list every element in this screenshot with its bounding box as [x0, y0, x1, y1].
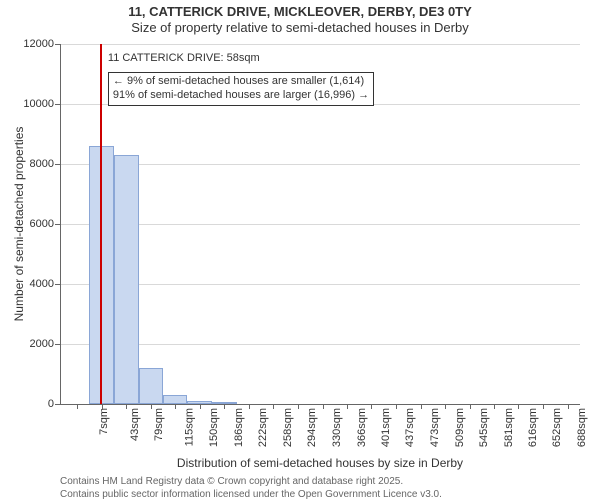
- histogram-bar: [139, 368, 164, 404]
- x-tick-label: 437sqm: [404, 408, 416, 447]
- x-tick-label: 115sqm: [183, 408, 195, 446]
- histogram-bar: [89, 146, 114, 404]
- x-tick-label: 545sqm: [478, 408, 490, 447]
- x-tick-label: 616sqm: [527, 408, 539, 447]
- x-tick-label: 150sqm: [208, 408, 220, 447]
- x-tick-label: 7sqm: [98, 408, 110, 435]
- footer-line1: Contains HM Land Registry data © Crown c…: [60, 476, 442, 489]
- x-tick-label: 366sqm: [356, 408, 368, 447]
- x-tick-label: 509sqm: [454, 408, 466, 447]
- footer-line2: Contains public sector information licen…: [60, 489, 442, 500]
- x-tick-label: 688sqm: [576, 408, 588, 447]
- x-axis-label: Distribution of semi-detached houses by …: [60, 456, 580, 470]
- x-tick-label: 473sqm: [429, 408, 441, 447]
- plot-area: 0200040006000800010000120007sqm43sqm79sq…: [60, 44, 580, 404]
- attribution-footer: Contains HM Land Registry data © Crown c…: [60, 476, 442, 500]
- annotation-larger: 91% of semi-detached houses are larger (…: [113, 89, 369, 103]
- chart-title-line1: 11, CATTERICK DRIVE, MICKLEOVER, DERBY, …: [0, 0, 600, 20]
- x-tick-label: 43sqm: [129, 408, 141, 441]
- distribution-annotation: ← 9% of semi-detached houses are smaller…: [108, 72, 374, 106]
- x-tick-label: 258sqm: [282, 408, 294, 447]
- histogram-bar: [163, 395, 188, 404]
- chart-title-line2: Size of property relative to semi-detach…: [0, 20, 600, 36]
- x-axis: [60, 404, 580, 405]
- subject-marker-label: 11 CATTERICK DRIVE: 58sqm: [108, 52, 260, 64]
- x-tick-label: 401sqm: [380, 408, 392, 447]
- gridline: [60, 44, 580, 45]
- x-tick-label: 330sqm: [331, 408, 343, 447]
- y-axis-label: Number of semi-detached properties: [12, 104, 26, 344]
- subject-marker-line: [100, 44, 102, 404]
- x-tick-label: 222sqm: [257, 408, 269, 447]
- x-tick-label: 186sqm: [233, 408, 245, 447]
- x-tick-label: 79sqm: [153, 408, 165, 441]
- histogram-bar: [114, 155, 139, 404]
- annotation-smaller: ← 9% of semi-detached houses are smaller…: [113, 75, 369, 89]
- x-tick-label: 652sqm: [552, 408, 564, 447]
- x-tick-label: 294sqm: [307, 408, 319, 447]
- x-tick-label: 581sqm: [503, 408, 515, 447]
- y-axis: [60, 44, 61, 404]
